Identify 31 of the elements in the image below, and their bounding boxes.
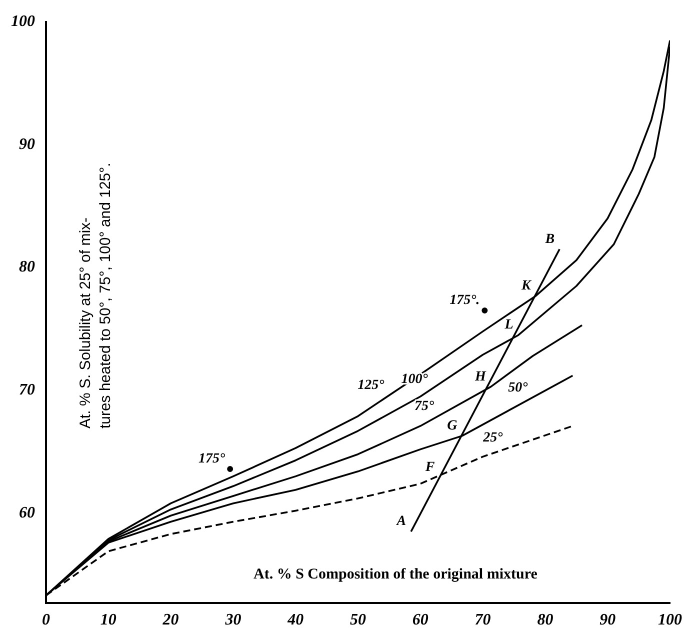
y-tick-label: 70 [19,382,35,399]
x-tick-label: 20 [162,612,179,629]
annotation: F [424,460,436,476]
x-tick-label: 40 [286,612,304,629]
annotation: 25° [482,430,504,446]
annotation: 175° [198,452,226,467]
annotation: H [474,369,488,384]
annotation: K [520,278,532,294]
x-axis-title: At. % S Composition of the original mixture [253,566,538,583]
y-axis-title: At. % S. Solubility at 25° of mix- tures heated to 50°, 75°, 100° and 125°. [77,162,114,429]
annotation: 75° [414,398,435,414]
annotation: 50° [508,380,528,396]
x-tick-label: 30 [224,612,242,629]
x-tick-label: 100 [658,612,682,629]
y-tick-label: 100 [11,13,35,30]
x-tick-label: 50 [350,612,366,629]
x-tick-label: 70 [474,612,491,629]
x-tick-label: 0 [42,612,50,629]
x-tick-label: 60 [412,612,428,629]
y-tick-label: 60 [19,504,35,522]
y-tick-label: 90 [19,136,35,153]
y-tick-label: 80 [19,258,35,276]
x-tick-label: 90 [600,612,616,629]
annotation: L [504,318,514,333]
x-tick-label: 10 [100,612,116,629]
x-tick-label: 80 [537,612,554,629]
annotation: 175°. [450,293,480,308]
annotation: B [544,232,555,247]
annotation: 125° [358,378,385,393]
annotation: A [396,514,406,530]
annotation: G [447,418,458,434]
